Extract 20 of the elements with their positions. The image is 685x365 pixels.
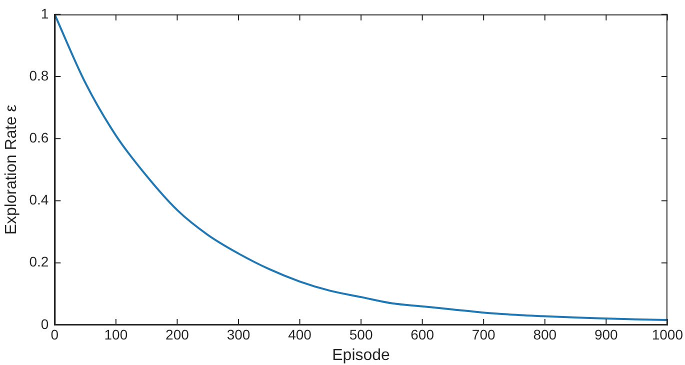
x-tick-label: 1000 — [652, 326, 684, 342]
x-tick-label: 500 — [349, 326, 373, 342]
x-tick-label: 100 — [104, 326, 128, 342]
y-tick-label: 0.8 — [29, 67, 49, 84]
x-tick-label: 0 — [50, 326, 59, 342]
y-tick-label: 1 — [40, 5, 49, 22]
x-tick-label: 800 — [533, 326, 557, 342]
y-tick-label: 0.6 — [29, 130, 49, 146]
x-tick-label: 700 — [472, 326, 496, 342]
y-tick-label: 0.2 — [29, 254, 49, 270]
x-tick-label: 400 — [288, 326, 312, 342]
y-tick-label: 0.4 — [29, 192, 49, 208]
y-tick-label: 0 — [40, 316, 49, 332]
x-tick-label: 600 — [410, 326, 434, 342]
x-tick-label: 300 — [226, 326, 250, 342]
y-axis-title: Exploration Rate ε — [3, 104, 20, 235]
line-series — [54, 14, 668, 322]
x-tick-label: 900 — [594, 326, 618, 342]
x-axis-title: Episode — [332, 346, 390, 364]
x-tick-label: 200 — [166, 326, 190, 342]
